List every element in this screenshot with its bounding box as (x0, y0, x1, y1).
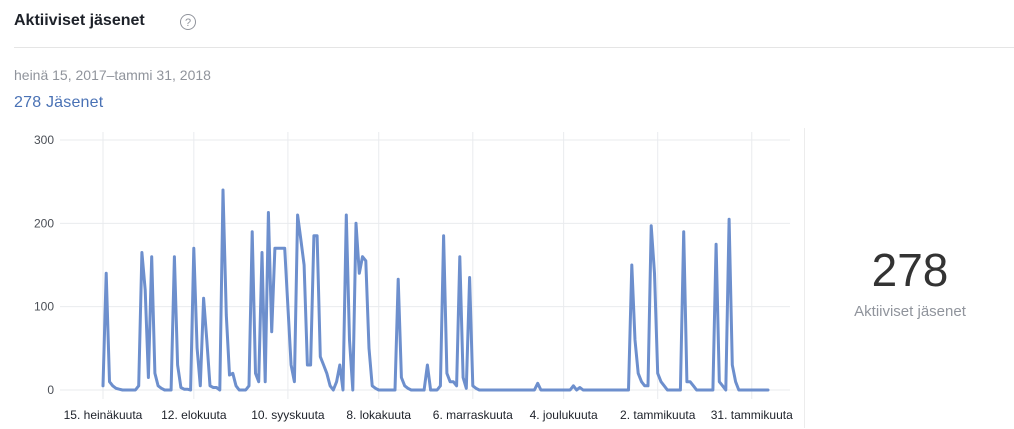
y-tick-label: 300 (34, 133, 54, 147)
x-tick-label: 31. tammikuuta (711, 408, 793, 422)
y-tick-label: 0 (47, 383, 54, 397)
date-range: heinä 15, 2017–tammi 31, 2018 (14, 67, 211, 83)
x-tick-label: 6. marraskuuta (433, 408, 513, 422)
panel-divider (804, 128, 805, 428)
divider (14, 47, 1014, 48)
x-tick-label: 2. tammikuuta (620, 408, 696, 422)
y-axis: 0 100 200 300 (34, 133, 54, 397)
page-title: Aktiiviset jäsenet (14, 12, 145, 29)
x-tick-label: 4. joulukuuta (530, 408, 598, 422)
summary-value: 278 (871, 244, 949, 296)
y-tick-label: 200 (34, 216, 54, 230)
x-axis: 15. heinäkuuta 12. elokuuta 10. syyskuuta 8… (64, 408, 793, 422)
x-tick-label: 8. lokakuuta (346, 408, 411, 422)
y-tick-label: 100 (34, 300, 54, 314)
x-tick-label: 10. syyskuuta (251, 408, 325, 422)
help-icon[interactable]: ? (180, 14, 196, 30)
x-tick-label: 12. elokuuta (161, 408, 227, 422)
series-line (101, 188, 770, 392)
active-members-chart: 0 100 200 300 15. heinäkuuta 12. elokuuta 10.… (34, 132, 793, 422)
summary-label: Aktiiviset jäsenet (854, 303, 966, 320)
members-summary: 278 Jäsenet (14, 94, 104, 111)
x-tick-label: 15. heinäkuuta (64, 408, 143, 422)
